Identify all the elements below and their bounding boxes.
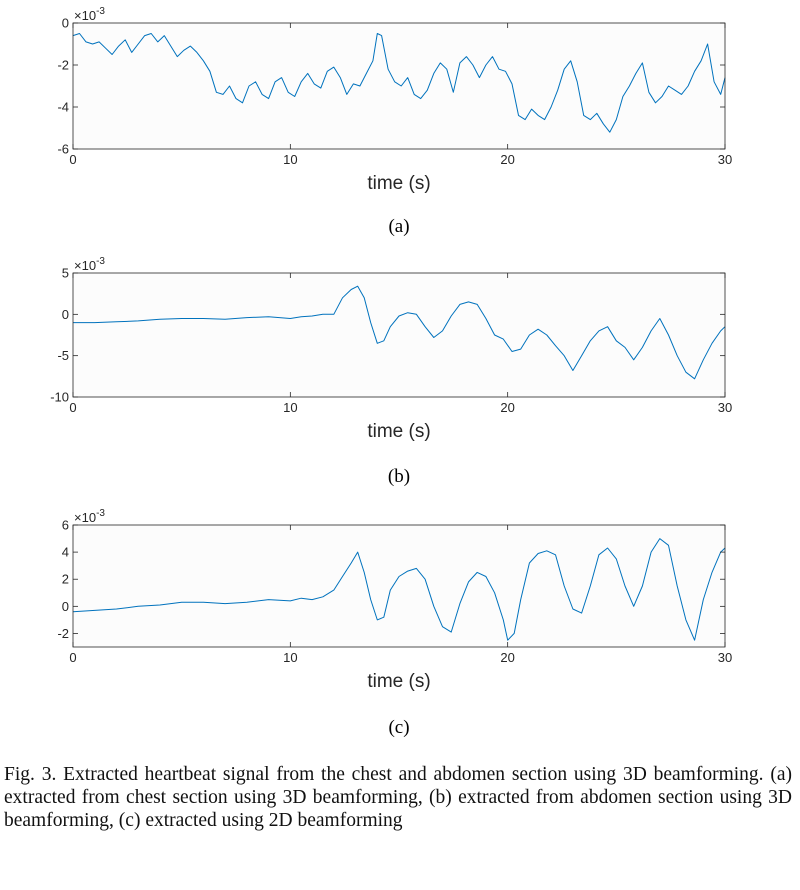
x-tick-label: 0 [69,400,76,415]
y-tick-label: 2 [62,572,69,587]
axes-box [72,272,726,398]
y-tick-label: 4 [62,545,69,560]
x-tick-label: 0 [69,650,76,665]
x-tick-label: 30 [718,650,732,665]
x-tick-label: 20 [500,152,514,167]
x-tick-label: 10 [283,650,297,665]
panel-b: 0 10 20 30 5 0 -5 -10 ×10-3 time (s) (b) [50,256,732,487]
signal-line [73,285,726,380]
y-tick-label: 5 [62,266,69,281]
y-tick-label: 0 [62,599,69,614]
x-tick-label: 20 [500,650,514,665]
x-tick-label: 30 [718,152,732,167]
y-tick-label: -10 [50,390,69,405]
y-exponent-value: -3 [96,6,105,17]
plot-area [73,525,725,647]
x-axis-label: time (s) [367,671,430,692]
signal-line [72,33,726,133]
subfigure-label: (b) [388,466,410,487]
subfigure-label: (c) [388,717,409,738]
axes-box [72,22,726,150]
x-axis-label: time (s) [367,173,430,194]
x-tick-label: 20 [500,400,514,415]
y-tick-label: -6 [57,142,69,157]
y-tick-label: 0 [62,16,69,31]
y-exponent-value: -3 [96,256,105,267]
plot-area [73,273,725,397]
x-tick-label: 30 [718,400,732,415]
y-tick-label: 0 [62,307,69,322]
x-tick-label: 10 [283,152,297,167]
y-exponent-label: ×10-3 [74,508,105,525]
y-exponent-label: ×10-3 [74,6,105,23]
y-tick-label: -2 [57,58,69,73]
y-tick-label: -2 [57,626,69,641]
x-tick-label: 0 [69,152,76,167]
y-exponent-value: -3 [96,508,105,519]
subfigure-label: (a) [388,216,409,237]
plot-area [73,23,725,149]
x-axis-label: time (s) [367,421,430,442]
x-tick-label: 10 [283,400,297,415]
axes-box [72,524,726,648]
y-tick-label: -5 [57,348,69,363]
y-exponent-label: ×10-3 [74,256,105,273]
panel-a: 0 10 20 30 0 -2 -4 -6 ×10-3 time (s) (a) [57,6,732,237]
signal-line [72,538,726,641]
figure-caption: Fig. 3. Extracted heartbeat signal from … [4,764,792,831]
y-tick-label: -4 [57,100,69,115]
y-tick-label: 6 [62,518,69,533]
